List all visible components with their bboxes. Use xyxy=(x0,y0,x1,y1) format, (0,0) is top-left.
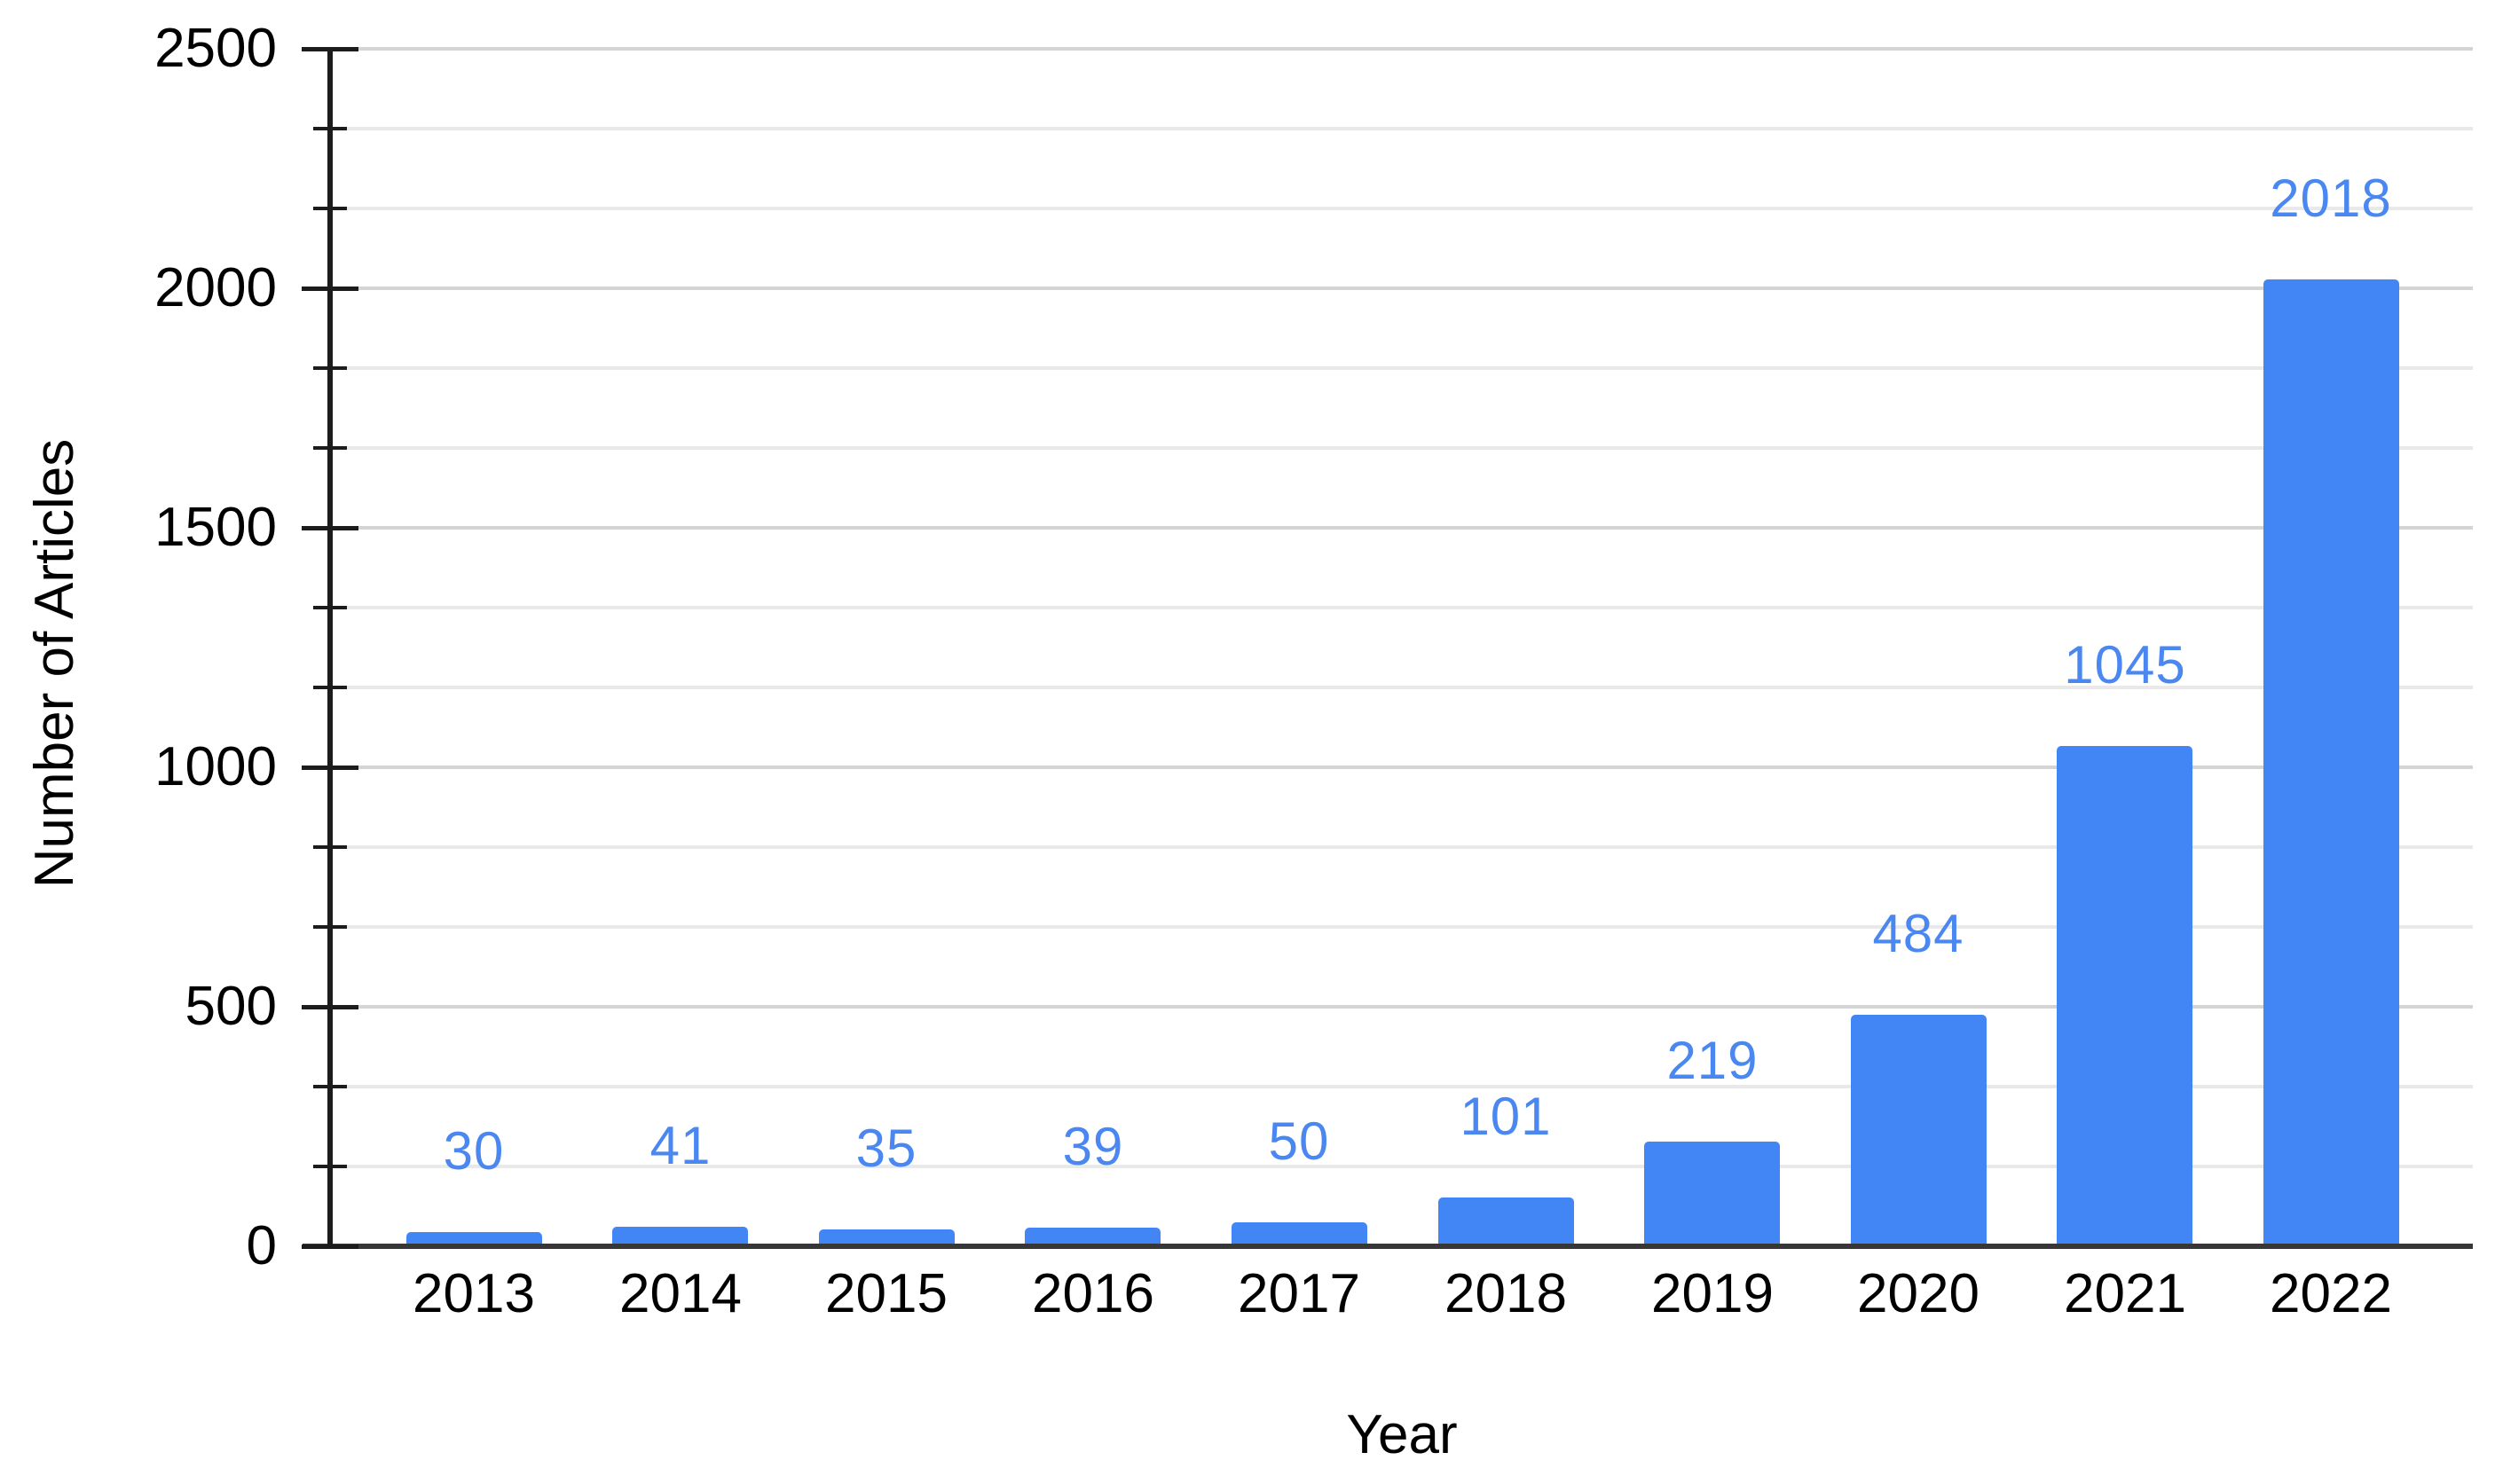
y-tick-label: 1000 xyxy=(154,736,277,797)
x-tick-label: 2022 xyxy=(2270,1263,2392,1324)
y-axis-tick-major xyxy=(302,1245,358,1249)
bar-2015 xyxy=(819,1229,955,1246)
gridline-major xyxy=(333,287,2473,290)
x-axis-title: Year xyxy=(1346,1404,1458,1465)
bar-2019 xyxy=(1644,1142,1780,1246)
y-axis-tick-major xyxy=(302,287,358,291)
bar-value-label: 50 xyxy=(1268,1111,1330,1171)
bar-value-label: 1045 xyxy=(2064,635,2186,695)
gridline-major xyxy=(333,526,2473,530)
x-tick-label: 2018 xyxy=(1444,1263,1567,1324)
y-tick-label: 2000 xyxy=(154,257,277,318)
bar-2020 xyxy=(1851,1015,1987,1246)
y-axis-tick-major xyxy=(302,1005,358,1009)
y-axis-tick-minor xyxy=(313,686,347,689)
y-axis-tick-minor xyxy=(313,366,347,370)
bar-2014 xyxy=(612,1227,748,1246)
gridline-minor xyxy=(333,1165,2473,1168)
bar-2013 xyxy=(406,1232,542,1246)
y-tick-label: 1500 xyxy=(154,497,277,558)
y-tick-label: 500 xyxy=(185,976,277,1037)
x-tick-label: 2020 xyxy=(1857,1263,1980,1324)
y-axis-tick-major xyxy=(302,526,358,530)
bar-value-label: 39 xyxy=(1062,1117,1124,1176)
x-tick-label: 2013 xyxy=(413,1263,535,1324)
gridline-minor xyxy=(333,845,2473,849)
bar-value-label: 35 xyxy=(855,1119,917,1178)
x-tick-label: 2014 xyxy=(619,1263,742,1324)
bar-value-label: 30 xyxy=(443,1121,505,1181)
bar-value-label: 484 xyxy=(1872,904,1964,963)
gridline-major xyxy=(333,1005,2473,1009)
x-tick-label: 2015 xyxy=(825,1263,948,1324)
gridline-minor xyxy=(333,207,2473,210)
y-tick-label: 0 xyxy=(246,1215,277,1276)
x-tick-label: 2016 xyxy=(1032,1263,1154,1324)
y-axis-line xyxy=(327,47,333,1249)
y-axis-tick-minor xyxy=(313,207,347,210)
y-axis-tick-minor xyxy=(313,1085,347,1088)
bar-2016 xyxy=(1025,1228,1161,1246)
y-axis-tick-minor xyxy=(313,127,347,130)
gridline-minor xyxy=(333,686,2473,689)
y-axis-title: Number of Articles xyxy=(24,438,85,889)
gridline-major xyxy=(333,766,2473,769)
gridline-minor xyxy=(333,366,2473,370)
x-tick-label: 2021 xyxy=(2064,1263,2186,1324)
y-axis-tick-minor xyxy=(313,925,347,929)
gridline-minor xyxy=(333,925,2473,929)
y-axis-tick-minor xyxy=(313,606,347,609)
y-axis-tick-minor xyxy=(313,845,347,849)
y-axis-tick-major xyxy=(302,47,358,51)
y-axis-tick-minor xyxy=(313,446,347,450)
bar-2018 xyxy=(1438,1197,1574,1246)
x-tick-label: 2017 xyxy=(1238,1263,1360,1324)
gridline-minor xyxy=(333,446,2473,450)
x-tick-label: 2019 xyxy=(1651,1263,1774,1324)
gridline-minor xyxy=(333,606,2473,609)
gridline-minor xyxy=(333,127,2473,130)
bar-2021 xyxy=(2057,746,2192,1246)
gridline-major xyxy=(333,47,2473,51)
x-axis-line xyxy=(303,1244,2473,1249)
y-axis-tick-major xyxy=(302,766,358,770)
bar-2022 xyxy=(2263,279,2399,1246)
y-tick-label: 2500 xyxy=(154,18,277,79)
bar-value-label: 101 xyxy=(1460,1087,1552,1146)
y-axis-tick-minor xyxy=(313,1165,347,1168)
gridline-minor xyxy=(333,1085,2473,1088)
bar-value-label: 2018 xyxy=(2270,169,2392,228)
bar-2017 xyxy=(1232,1222,1367,1246)
bar-value-label: 41 xyxy=(649,1116,712,1175)
bar-value-label: 219 xyxy=(1666,1031,1759,1090)
